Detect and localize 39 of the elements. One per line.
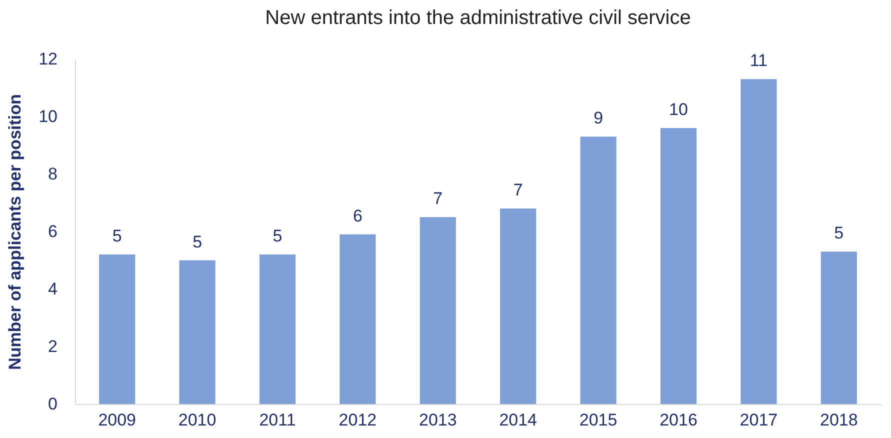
data-label: 5 [112,226,122,246]
y-tick-label: 4 [48,280,58,298]
data-label: 11 [750,51,768,70]
bar [740,79,777,404]
bar [259,254,296,404]
y-tick-label: 10 [38,107,58,126]
x-tick-label: 2018 [820,410,858,430]
bar [99,254,136,404]
data-label: 5 [272,226,282,246]
x-tick-label: 2013 [418,410,457,430]
x-tick-label: 2012 [338,410,377,430]
x-tick-label: 2009 [98,410,136,430]
bar [580,136,616,404]
y-tick-label: 2 [48,337,58,356]
y-axis-title: Number of applicants per position [6,94,25,370]
data-label: 6 [352,206,362,226]
x-tick-label: 2016 [660,410,698,430]
data-label: 5 [834,224,844,243]
data-label: 7 [433,189,443,208]
data-label: 7 [513,180,523,200]
bar [820,252,857,404]
x-tick-label: 2010 [178,410,216,430]
bar [500,208,536,404]
bar [179,260,216,404]
data-label: 10 [669,100,688,119]
y-tick-label: 0 [48,394,58,414]
x-tick-label: 2014 [499,410,538,430]
data-label: 9 [594,108,604,128]
x-tick-label: 2015 [579,410,618,430]
bar [420,217,456,404]
y-tick-label: 6 [48,222,58,241]
data-label: 5 [192,232,202,252]
y-tick-label: 12 [38,50,58,68]
chart-title: New entrants into the administrative civil service [265,7,691,29]
x-tick-label: 2011 [259,410,296,430]
bar [340,234,376,404]
bar [660,128,697,404]
x-tick-label: 2017 [740,410,778,430]
y-tick-label: 8 [48,164,58,184]
